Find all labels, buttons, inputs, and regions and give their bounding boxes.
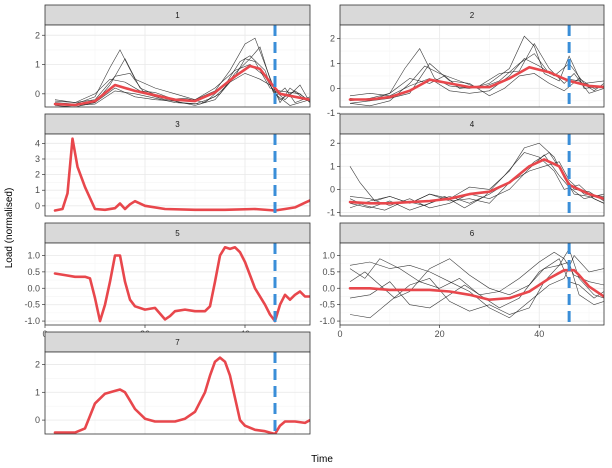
facet-strip-label: 7: [175, 338, 180, 347]
y-tick-label: -0.5: [319, 300, 335, 310]
y-tick-label: 3: [35, 154, 40, 164]
panel-border: [44, 351, 311, 435]
facet-strip-label: 1: [175, 11, 180, 20]
member-series-line-3: [349, 58, 604, 97]
y-tick-label: 2: [330, 138, 335, 148]
series-lines: [53, 134, 310, 216]
y-tick-label: 0.5: [27, 267, 40, 277]
y-tick-label: 0: [35, 89, 40, 99]
x-axis-title: Time: [311, 454, 333, 465]
facet-strip-label: 4: [470, 120, 475, 129]
panel-border: [44, 133, 311, 217]
mean-series-line: [348, 65, 604, 101]
y-tick-label: 0.5: [322, 267, 335, 277]
facet-6: 6 -1.0 -0.5 0.0 0.5 1.0 0 20 40: [319, 222, 605, 339]
facet-strip-label: 2: [470, 11, 475, 20]
member-series-line-1: [54, 37, 310, 105]
facet-7: 7 0 1 2: [35, 331, 311, 435]
y-tick-label: 1: [330, 59, 335, 69]
y-tick-label: 2: [330, 34, 335, 44]
mean-series-line: [53, 64, 310, 107]
series-lines: [348, 134, 604, 216]
y-tick-label: -1: [327, 108, 335, 118]
member-series-line-3: [349, 258, 604, 306]
facet-strip-label: 5: [175, 229, 180, 238]
y-tick-label: 1: [35, 60, 40, 70]
series-lines: [53, 25, 310, 107]
facet-3: 3 0 1 2 3 4: [35, 113, 311, 217]
facet-strip-label: 3: [175, 120, 180, 129]
facet-4: 4 -1 0 1 2: [327, 113, 605, 218]
facet-1: 1 0 1 2: [35, 4, 311, 108]
y-axis-title: Load (normalised): [4, 188, 15, 269]
facet-strip-label: 6: [470, 229, 475, 238]
panel-border: [339, 133, 605, 217]
x-tick-label: 40: [534, 329, 544, 339]
member-series-line-4: [349, 254, 604, 319]
y-tick-label: -0.5: [24, 300, 40, 310]
member-series-line-2: [349, 53, 604, 107]
panel-border: [44, 242, 311, 326]
y-tick-label: 1: [35, 387, 40, 397]
y-tick-label: -1.0: [24, 316, 40, 326]
y-tick-label: 1: [330, 161, 335, 171]
mean-series-line: [53, 356, 310, 434]
y-tick-label: 1.0: [322, 250, 335, 260]
member-series-line-3: [349, 161, 604, 209]
member-series-line-4: [349, 63, 604, 104]
facet-panels: 1 0 1 2 2 -1 0 1 2 3 0 1 2 3 4 4 -1 0 1 2 5 -1.0 -0.5 0.0 0.5 1.0…: [24, 4, 605, 435]
y-tick-label: 0: [330, 184, 335, 194]
mean-series-line: [53, 137, 310, 212]
panel-border: [339, 242, 605, 326]
y-tick-label: 0.0: [322, 283, 335, 293]
y-tick-label: 0: [35, 415, 40, 425]
mean-series-line: [348, 268, 604, 301]
member-series-line-4: [54, 72, 310, 107]
y-tick-label: 0: [35, 201, 40, 211]
y-tick-label: -1.0: [319, 316, 335, 326]
series-lines: [348, 25, 604, 107]
y-tick-label: 1: [35, 185, 40, 195]
series-lines: [53, 243, 310, 325]
member-series-line-1: [349, 35, 604, 102]
y-tick-label: 2: [35, 170, 40, 180]
y-tick-label: 2: [35, 30, 40, 40]
mean-series-line: [348, 158, 604, 205]
panel-border: [44, 24, 311, 108]
series-lines: [53, 352, 310, 434]
y-tick-label: 1.0: [27, 250, 40, 260]
y-tick-label: 4: [35, 138, 40, 148]
y-tick-label: 0.0: [27, 283, 40, 293]
y-tick-label: 0: [330, 83, 335, 93]
y-tick-label: 2: [35, 360, 40, 370]
panel-border: [339, 24, 605, 108]
member-series-line-5: [349, 258, 604, 309]
panel-background: [340, 243, 604, 325]
facet-2: 2 -1 0 1 2: [327, 4, 605, 118]
series-lines: [348, 243, 604, 325]
y-tick-label: -1: [327, 208, 335, 218]
x-tick-label: 0: [337, 329, 342, 339]
x-tick-label: 20: [435, 329, 445, 339]
